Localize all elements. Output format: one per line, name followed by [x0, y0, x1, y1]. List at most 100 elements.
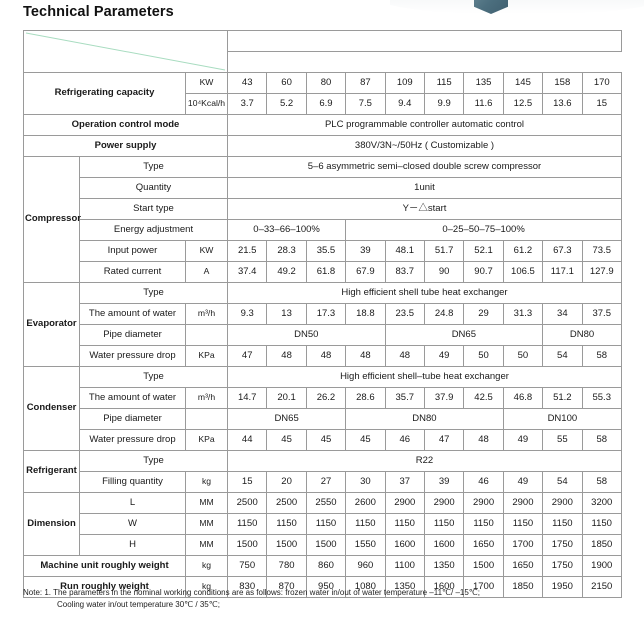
row-label-evaporator-pipe: Pipe diameter: [79, 324, 186, 346]
cell-cond-water-0: 14.7: [226, 387, 268, 409]
cell-cond-drop-1: 45: [266, 429, 307, 451]
cell-filling-9: 58: [581, 471, 622, 493]
cell-evap-drop-9: 58: [581, 345, 622, 367]
cell-cond-drop-5: 47: [423, 429, 465, 451]
model-column-1: 60–1D15: [266, 51, 307, 73]
cell-cond-drop-0: 44: [226, 429, 268, 451]
row-label-operation-control-mode: Operation control mode: [23, 114, 228, 136]
cell-evap-drop-2: 48: [305, 345, 347, 367]
cell-cond-water-8: 51.2: [542, 387, 583, 409]
cell-input-power-4: 48.1: [384, 240, 425, 262]
cell-dim-l-5: 2900: [423, 492, 465, 514]
cell-cond-drop-6: 48: [463, 429, 504, 451]
cell-cond-pipe-0: DN65: [226, 408, 347, 430]
table-row-evaporator-drop: Water pressure drop KPa 47 48 48 48 48 4…: [24, 345, 622, 367]
row-label-compressor-input-power: Input power: [79, 240, 186, 262]
table-row-condenser-type: Condenser Type High efficient shell–tube…: [23, 366, 622, 451]
cell-evap-water-4: 23.5: [384, 303, 425, 325]
cell-rc-kcal-1: 5.2: [266, 93, 307, 115]
cell-rc-kw-3: 87: [345, 72, 386, 94]
cell-evap-drop-1: 48: [266, 345, 307, 367]
cell-dim-l-7: 2900: [502, 492, 544, 514]
cell-input-power-9: 73.5: [581, 240, 622, 262]
group-label-evaporator: Evaporator: [23, 282, 80, 367]
model-column-5: 115–1D15: [423, 51, 465, 73]
row-label-dimension-w: W: [79, 513, 186, 535]
cube-icon: [474, 0, 508, 14]
row-label-compressor-start-type: Start type: [79, 198, 228, 220]
cell-cond-drop-9: 58: [581, 429, 622, 451]
cell-evap-pipe-1: DN65: [384, 324, 544, 346]
cell-dim-h-0: 1500: [226, 534, 268, 556]
cell-dim-w-9: 1150: [581, 513, 622, 535]
unit-evaporator-drop: KPa: [185, 345, 228, 367]
cell-rated-current-7: 106.5: [502, 261, 544, 283]
cell-rated-current-4: 83.7: [384, 261, 425, 283]
cell-filling-7: 49: [502, 471, 544, 493]
cell-cond-water-7: 46.8: [502, 387, 544, 409]
cell-dim-w-4: 1150: [384, 513, 425, 535]
unit-evaporator-pipe: [185, 324, 228, 346]
cell-cond-water-9: 55.3: [581, 387, 622, 409]
row-label-compressor-quantity: Quantity: [79, 177, 228, 199]
row-label-evaporator-water: The amount of water: [79, 303, 186, 325]
cell-input-power-6: 52.1: [463, 240, 504, 262]
unit-compressor-input-power: KW: [185, 240, 228, 262]
row-label-refrigerating-capacity: Refrigerating capacity: [23, 72, 186, 115]
cell-evap-drop-6: 50: [463, 345, 504, 367]
cell-filling-6: 46: [463, 471, 504, 493]
cell-dim-w-1: 1150: [266, 513, 307, 535]
cell-dim-w-6: 1150: [463, 513, 504, 535]
header-brand-cell: BLW: [227, 30, 622, 52]
unit-kcal: 10⁴Kcal/h: [185, 93, 228, 115]
cell-filling-4: 37: [384, 471, 425, 493]
row-label-condenser-water: The amount of water: [79, 387, 186, 409]
cell-evap-pipe-0: DN50: [227, 324, 386, 346]
cell-rated-current-8: 117.1: [542, 261, 583, 283]
cell-rc-kcal-4: 9.4: [384, 93, 425, 115]
cell-evap-water-6: 29: [463, 303, 504, 325]
header-item-label: Item: [30, 57, 50, 69]
cell-dim-h-9: 1850: [581, 534, 622, 556]
cell-machine-weight-0: 750: [226, 555, 268, 577]
header-item-model-cell: Model Item: [23, 30, 228, 73]
cell-evaporator-type-value: High efficient shell tube heat exchanger: [227, 282, 622, 304]
unit-run-weight: kg: [185, 576, 228, 598]
cell-rc-kcal-5: 9.9: [423, 93, 465, 115]
cell-rated-current-0: 37.4: [226, 261, 268, 283]
cell-run-weight-0: 830: [226, 576, 268, 598]
group-label-compressor: Compressor: [23, 156, 81, 283]
unit-refrigerant-filling: kg: [185, 471, 228, 493]
cell-rc-kcal-9: 15: [581, 93, 622, 115]
table-row-refrigerant-filling: Filling quantity kg 15 20 27 30 37 39 46…: [24, 471, 622, 493]
cell-rc-kcal-0: 3.7: [226, 93, 268, 115]
model-column-7: 145–1D15: [502, 51, 544, 73]
cell-rc-kw-0: 43: [226, 72, 268, 94]
row-label-dimension-h: H: [79, 534, 186, 556]
cell-filling-2: 27: [305, 471, 347, 493]
unit-evaporator-water: m³/h: [185, 303, 228, 325]
table-row-condenser-drop: Water pressure drop KPa 44 45 45 45 46 4…: [24, 429, 622, 451]
table-footnote: Note: 1. The parameters in the nominal w…: [23, 587, 623, 612]
table-row-compressor-input-power: Input power KW 21.5 28.3 35.5 39 48.1 51…: [24, 240, 622, 262]
cell-power-supply-value: 380V/3N~/50Hz ( Customizable ): [227, 135, 622, 157]
cell-machine-weight-5: 1350: [423, 555, 465, 577]
cell-rc-kw-2: 80: [305, 72, 347, 94]
cell-dim-w-0: 1150: [226, 513, 268, 535]
cell-run-weight-3: 1080: [345, 576, 386, 598]
row-label-dimension-l: L: [79, 492, 186, 514]
cell-input-power-0: 21.5: [226, 240, 268, 262]
cell-dim-h-1: 1500: [266, 534, 307, 556]
unit-dimension-w: MM: [185, 513, 228, 535]
unit-dimension-l: MM: [185, 492, 228, 514]
cell-dim-l-8: 2900: [542, 492, 583, 514]
unit-kw: KW: [185, 72, 228, 94]
cell-rated-current-2: 61.8: [305, 261, 347, 283]
row-label-evaporator-type: Type: [79, 282, 228, 304]
cell-cond-water-4: 35.7: [384, 387, 425, 409]
cell-filling-8: 54: [542, 471, 583, 493]
model-column-6: 135–1D15: [463, 51, 504, 73]
cell-machine-weight-7: 1650: [502, 555, 544, 577]
cell-input-power-3: 39: [345, 240, 386, 262]
